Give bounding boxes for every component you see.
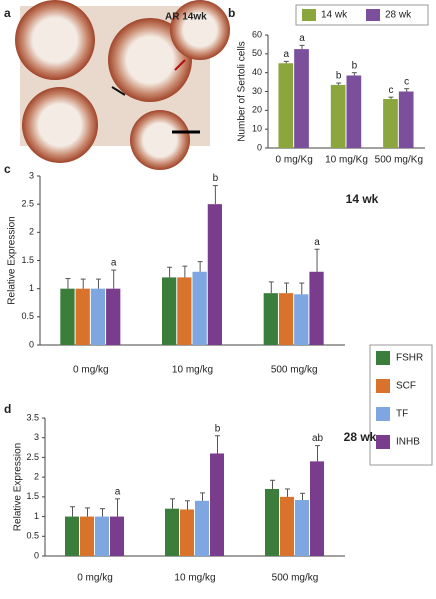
y-tick-label: 2 (29, 227, 34, 237)
bar (90, 288, 106, 345)
x-tick-label: 0 mg/kg (77, 573, 113, 584)
significance-letter: a (299, 33, 305, 44)
y-tick-label: 0.5 (26, 531, 39, 541)
chart-title: 14 wk (346, 192, 379, 206)
significance-letter: a (111, 258, 117, 269)
bar (263, 293, 278, 345)
legend-label: 14 wk (321, 10, 348, 21)
legend-label: 28 wk (385, 10, 412, 21)
bar (278, 293, 294, 345)
bar (180, 509, 194, 556)
significance-letter: a (115, 486, 121, 497)
bar (294, 49, 309, 148)
y-tick-label: 3 (34, 432, 39, 442)
x-tick-label: 0 mg/kg (73, 365, 109, 376)
bar (106, 288, 121, 345)
significance-letter: c (388, 85, 393, 96)
y-tick-label: 0 (34, 550, 39, 560)
bar (383, 99, 398, 148)
y-tick-label: 1.5 (21, 255, 34, 265)
y-tick-label: 2.5 (26, 452, 39, 462)
y-tick-label: 50 (252, 48, 262, 58)
x-tick-label: 10 mg/kg (172, 365, 213, 376)
y-axis-label: Number of Sertoli cells (237, 41, 248, 142)
legend-label: INHB (396, 437, 420, 448)
x-tick-label: 500 mg/Kg (375, 155, 423, 166)
significance-letter: ab (312, 433, 324, 444)
bar (265, 488, 279, 556)
significance-letter: b (352, 60, 358, 71)
bar (192, 271, 207, 345)
y-tick-label: 2.5 (21, 199, 34, 209)
bar (398, 91, 414, 148)
bar (294, 294, 309, 345)
bar (162, 277, 177, 345)
bar (65, 516, 79, 556)
micrograph (15, 0, 230, 170)
significance-letter: b (213, 173, 219, 184)
x-tick-label: 500 mg/kg (272, 573, 319, 584)
bar (207, 204, 222, 345)
bar (195, 500, 209, 556)
y-tick-label: 40 (252, 67, 262, 77)
legend-label: FSHR (396, 353, 423, 364)
x-tick-label: 10 mg/Kg (325, 155, 368, 166)
y-tick-label: 60 (252, 29, 262, 39)
bar (60, 288, 75, 345)
bar (165, 508, 179, 556)
legend-box (295, 4, 429, 26)
y-tick-label: 2 (34, 472, 39, 482)
bar (309, 271, 324, 345)
y-tick-label: 3.5 (26, 412, 39, 422)
legend-swatch (366, 9, 380, 21)
bar (75, 288, 90, 345)
legend-swatch (302, 9, 316, 21)
y-tick-label: 20 (252, 105, 262, 115)
y-tick-label: 0 (29, 339, 34, 349)
legend-swatch (376, 435, 390, 449)
significance-letter: c (404, 76, 409, 87)
image-caption: AR 14wk (165, 12, 207, 23)
y-tick-label: 10 (252, 124, 262, 134)
panel-label: b (228, 6, 235, 20)
chart-title: 28 wk (344, 430, 377, 444)
legend-swatch (376, 407, 390, 421)
panel-label: c (4, 162, 11, 176)
bar (210, 453, 224, 556)
y-tick-label: 0.5 (21, 311, 34, 321)
panel-label: a (4, 6, 11, 20)
legend-label: SCF (396, 381, 416, 392)
y-tick-label: 3 (29, 170, 34, 180)
significance-letter: b (336, 71, 342, 82)
bar (280, 496, 294, 556)
legend-label: TF (396, 409, 408, 420)
significance-letter: a (314, 237, 320, 248)
y-tick-label: 1 (29, 283, 34, 293)
bar (295, 500, 309, 556)
bar (80, 516, 94, 556)
panel-label: d (4, 402, 11, 416)
x-tick-label: 0 mg/Kg (276, 155, 313, 166)
legend-swatch (376, 379, 390, 393)
bar (346, 75, 362, 148)
x-tick-label: 10 mg/kg (174, 573, 215, 584)
y-tick-label: 1 (34, 511, 39, 521)
y-tick-label: 0 (257, 142, 262, 152)
y-tick-label: 30 (252, 86, 262, 96)
bar (177, 277, 192, 345)
bar (330, 84, 346, 148)
significance-letter: a (284, 49, 290, 60)
bar (278, 63, 294, 148)
y-axis-label: Relative Expression (13, 443, 24, 531)
y-axis-label: Relative Expression (7, 216, 18, 304)
y-tick-label: 1.5 (26, 491, 39, 501)
significance-letter: b (215, 423, 221, 434)
x-tick-label: 500 mg/kg (271, 365, 318, 376)
bar (95, 516, 109, 556)
bar (310, 461, 324, 556)
bar (110, 516, 124, 556)
legend-swatch (376, 351, 390, 365)
